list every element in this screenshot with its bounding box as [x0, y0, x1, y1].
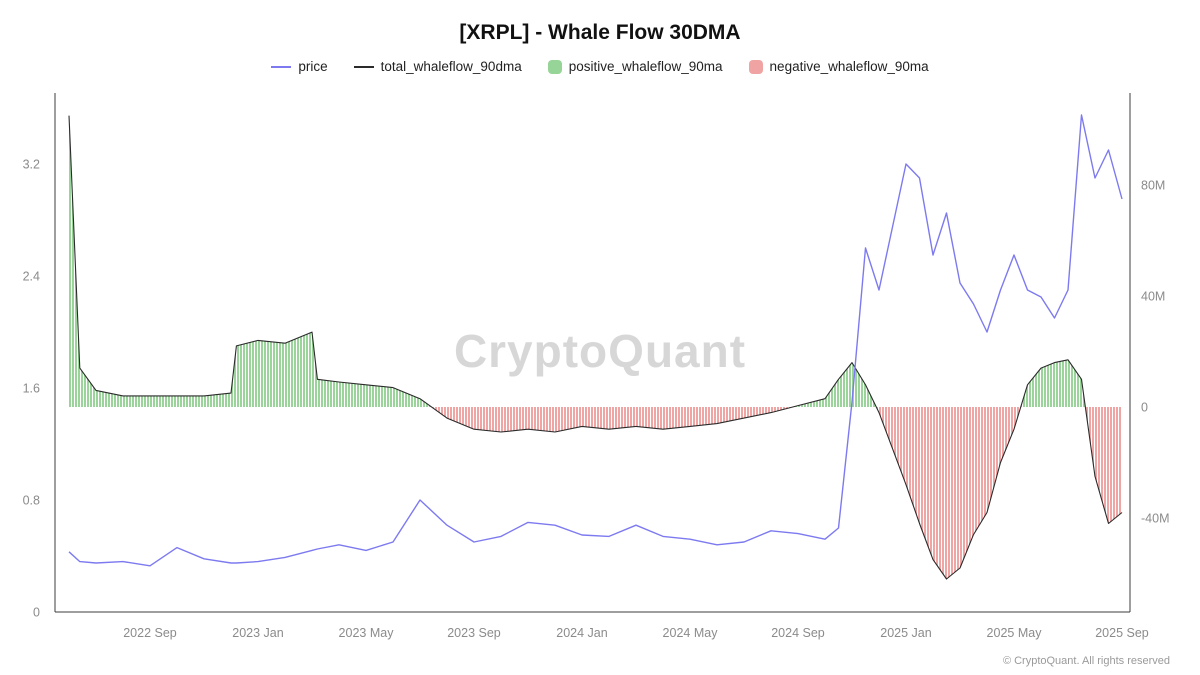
left-axis-tick-label: 2.4 — [23, 270, 40, 284]
x-axis-tick-label: 2025 Jan — [880, 626, 931, 640]
legend-item-negative-whaleflow[interactable]: negative_whaleflow_90ma — [748, 59, 929, 74]
x-axis-tick-label: 2025 Sep — [1095, 626, 1149, 640]
right-axis-tick-label: 40M — [1141, 290, 1165, 304]
x-axis-tick-label: 2023 May — [339, 626, 395, 640]
watermark: CryptoQuant — [453, 325, 747, 377]
legend-item-positive-whaleflow[interactable]: positive_whaleflow_90ma — [547, 59, 723, 74]
total-whaleflow-line — [68, 115, 1123, 580]
total-whaleflow-line-swatch — [353, 65, 374, 68]
x-axis-tick-label: 2024 Sep — [771, 626, 825, 640]
legend-item-price[interactable]: price — [271, 59, 328, 74]
positive-whaleflow-swatch — [547, 59, 562, 74]
price-line — [68, 114, 1123, 567]
left-axis-tick-label: 0.8 — [23, 494, 40, 508]
x-axis-tick-label: 2023 Sep — [447, 626, 501, 640]
legend-label-positive-whaleflow: positive_whaleflow_90ma — [568, 59, 723, 74]
legend-item-total-whaleflow[interactable]: total_whaleflow_90dma — [353, 59, 522, 74]
right-axis-tick-label: 0 — [1141, 401, 1148, 415]
x-axis-tick-label: 2025 May — [987, 626, 1043, 640]
left-axis-tick-label: 1.6 — [23, 382, 40, 396]
copyright: © CryptoQuant. All rights reserved — [1002, 655, 1170, 667]
chart-title: [XRPL] - Whale Flow 30DMA — [459, 21, 741, 44]
price-line-swatch — [271, 65, 292, 68]
x-axis-tick-label: 2023 Jan — [232, 626, 283, 640]
negative-whaleflow-area — [69, 407, 1122, 579]
right-axis-tick-label: -40M — [1141, 512, 1169, 526]
legend-label-negative-whaleflow: negative_whaleflow_90ma — [769, 59, 929, 74]
legend: price total_whaleflow_90dma positive_wha… — [0, 59, 1200, 74]
legend-label-total-whaleflow: total_whaleflow_90dma — [380, 59, 522, 74]
negative-whaleflow-swatch — [748, 59, 763, 74]
x-axis-tick-label: 2022 Sep — [123, 626, 177, 640]
x-axis-tick-label: 2024 Jan — [556, 626, 607, 640]
right-axis-tick-label: 80M — [1141, 179, 1165, 193]
x-axis-tick-label: 2024 May — [663, 626, 719, 640]
left-axis-tick-label: 0 — [33, 606, 40, 620]
legend-label-price: price — [298, 59, 328, 74]
left-axis-tick-label: 3.2 — [23, 158, 40, 172]
